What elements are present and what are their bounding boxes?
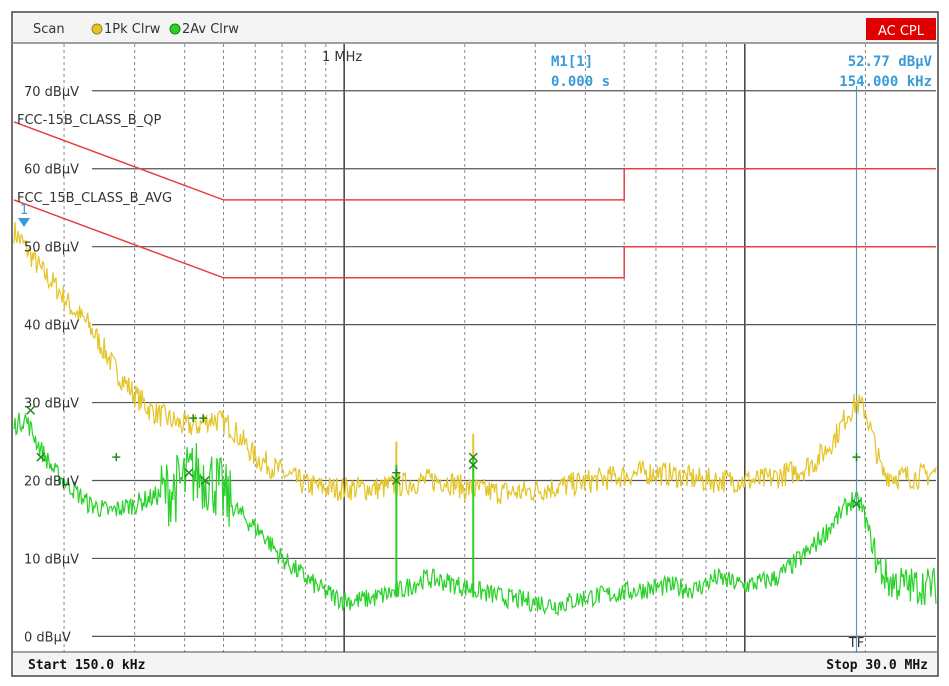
marker-time: 0.000 s xyxy=(551,74,610,90)
plot-area xyxy=(14,44,936,652)
y-tick-label: 70 dBµV xyxy=(24,85,79,100)
trace-1 xyxy=(13,221,937,505)
y-tick-label: 20 dBµV xyxy=(24,475,79,490)
peak-mark xyxy=(26,405,36,415)
y-tick-label: 60 dBµV xyxy=(24,163,79,178)
marker-name: M1[1] xyxy=(551,54,593,70)
avg-mark xyxy=(36,452,46,462)
limit-line-1 xyxy=(13,121,936,201)
grid: 1 MHz TF xyxy=(63,44,936,652)
marker-triangle-icon xyxy=(18,218,30,227)
marker-freq: 154.000 kHz xyxy=(839,74,932,90)
trace1-label: 1Pk Clrw xyxy=(104,22,161,37)
marker-level: 52.77 dBµV xyxy=(848,54,933,70)
header-bar xyxy=(13,13,937,43)
avg-mark xyxy=(851,499,862,509)
stop-frequency: Stop 30.0 MHz xyxy=(826,658,928,673)
coupling-badge-text: AC CPL xyxy=(878,24,925,39)
tf-label: TF xyxy=(848,636,864,651)
trace-2 xyxy=(13,412,937,617)
limit-line-label: FCC_15B_CLASS_B_AVG xyxy=(17,191,172,206)
y-tick-label: 50 dBµV xyxy=(24,241,79,256)
peak-mark xyxy=(189,414,198,423)
y-axis-labels: 0 dBµV 10 dBµV 20 dBµV 30 dBµV 40 dBµV 50 dBµ… xyxy=(24,85,79,646)
footer-bar xyxy=(13,653,937,675)
peak-mark xyxy=(112,453,121,462)
trace2-label: 2Av Clrw xyxy=(182,22,239,37)
peak-marks xyxy=(26,405,862,509)
marker-flag-number: 1 xyxy=(20,203,28,218)
scan-label: Scan xyxy=(33,22,65,37)
y-tick-label: 30 dBµV xyxy=(24,397,79,412)
coupling-badge xyxy=(866,18,936,40)
trace2-dot-icon xyxy=(169,23,181,35)
y-tick-label: 0 dBµV xyxy=(24,630,71,645)
y-tick-label: 40 dBµV xyxy=(24,319,79,334)
trace1-dot-icon xyxy=(91,23,103,35)
peak-mark xyxy=(392,468,401,477)
avg-mark xyxy=(200,475,210,486)
avg-mark xyxy=(391,475,401,486)
limit-line-label: FCC-15B_CLASS_B_QP xyxy=(17,113,161,128)
peak-mark xyxy=(468,452,478,462)
limit-lines: FCC-15B_CLASS_B_QP FCC_15B_CLASS_B_AVG xyxy=(13,113,936,279)
avg-mark xyxy=(468,460,478,470)
avg-mark xyxy=(184,468,194,478)
y-tick-label: 10 dBµV xyxy=(24,552,79,567)
decade-label: 1 MHz xyxy=(322,50,362,65)
start-frequency: Start 150.0 kHz xyxy=(28,658,145,673)
peak-mark xyxy=(199,414,208,423)
limit-line-2 xyxy=(13,199,936,279)
peak-mark xyxy=(852,453,861,462)
